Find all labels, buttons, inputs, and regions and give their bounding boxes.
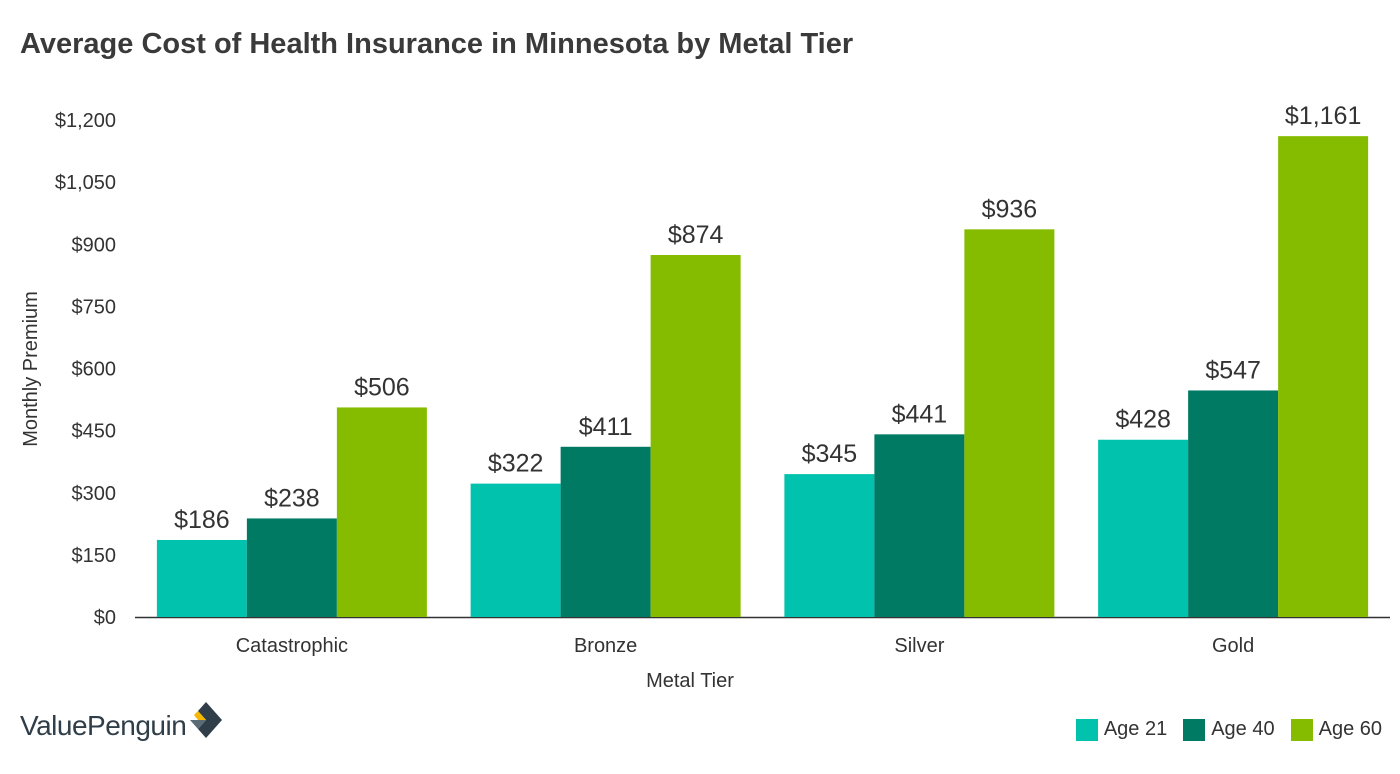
bar-age-60-bronze xyxy=(650,255,741,618)
bar-age-40-catastrophic xyxy=(246,518,337,617)
y-tick-label: $150 xyxy=(72,545,117,567)
bar-age-21-gold xyxy=(1098,439,1189,617)
brand-logo: ValuePenguin xyxy=(20,702,224,742)
bar-age-60-gold xyxy=(1278,136,1369,617)
legend-swatch xyxy=(1290,718,1313,741)
y-tick-label: $450 xyxy=(72,421,117,443)
legend-label: Age 40 xyxy=(1211,718,1275,740)
x-tick-label: Catastrophic xyxy=(236,635,348,657)
bar-age-60-silver xyxy=(964,229,1055,617)
y-tick-label: $900 xyxy=(72,234,117,256)
data-label: $186 xyxy=(174,506,230,534)
data-label: $441 xyxy=(892,400,948,428)
bar-age-40-gold xyxy=(1188,390,1279,617)
legend-label: Age 60 xyxy=(1318,718,1382,740)
legend-label: Age 21 xyxy=(1103,718,1168,740)
bar-chart: $0 $150 $300 $450 $600 $750 $900 $1,050 $1,200 Mo… xyxy=(20,102,1390,692)
y-tick-label: $1,200 xyxy=(55,110,116,132)
bar-age-40-silver xyxy=(874,434,965,617)
data-label: $322 xyxy=(488,450,544,478)
brand-name: ValuePenguin xyxy=(20,710,187,741)
data-label: $238 xyxy=(264,484,320,512)
data-label: $936 xyxy=(982,195,1038,223)
y-tick-label: $0 xyxy=(94,607,116,629)
legend-swatch xyxy=(1075,718,1098,741)
valuepenguin-logo-icon xyxy=(190,702,223,738)
y-tick-label: $600 xyxy=(72,359,117,381)
data-label: $345 xyxy=(802,440,858,468)
x-axis-title: Metal Tier xyxy=(646,670,734,692)
data-label: $428 xyxy=(1115,406,1171,434)
x-tick-label: Gold xyxy=(1212,635,1254,657)
x-tick-label: Bronze xyxy=(574,635,637,657)
legend-item: Age 40 xyxy=(1183,718,1275,741)
chart-title: Average Cost of Health Insurance in Minn… xyxy=(20,28,854,60)
y-axis-title: Monthly Premium xyxy=(20,291,42,447)
bar-age-60-catastrophic xyxy=(336,407,427,617)
bar-age-21-bronze xyxy=(470,483,561,617)
legend: Age 21 Age 40 Age 60 xyxy=(1060,718,1382,741)
legend-swatch xyxy=(1183,718,1206,741)
legend-item: Age 60 xyxy=(1290,718,1382,741)
data-label: $411 xyxy=(579,413,633,441)
data-label: $874 xyxy=(668,221,724,249)
y-tick-label: $300 xyxy=(72,483,117,505)
data-label: $547 xyxy=(1205,356,1261,384)
y-tick-label: $750 xyxy=(72,296,117,318)
bar-age-21-silver xyxy=(784,474,875,617)
data-labels: $186 $238 $506 $322 $411 $874 $345 $441 $936 $428… xyxy=(174,102,1361,534)
bar-age-21-catastrophic xyxy=(156,539,247,617)
x-tick-label: Silver xyxy=(894,635,944,657)
bars xyxy=(156,136,1369,618)
bar-age-40-bronze xyxy=(560,446,651,617)
legend-item: Age 21 xyxy=(1075,718,1168,741)
axes: $0 $150 $300 $450 $600 $750 $900 $1,050 $1,200 Mo… xyxy=(20,110,1390,692)
data-label: $506 xyxy=(354,373,410,401)
data-label: $1,161 xyxy=(1285,102,1361,130)
y-tick-label: $1,050 xyxy=(55,172,116,194)
